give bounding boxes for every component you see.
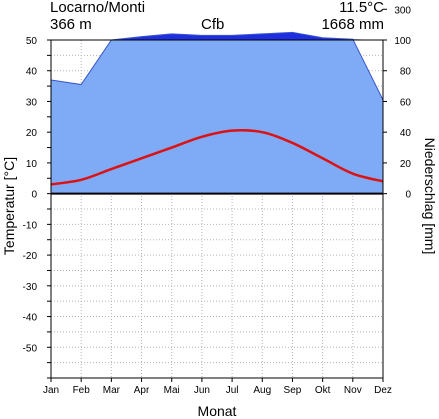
station-elevation: 366 m bbox=[50, 16, 92, 33]
x-tick-label: Okt bbox=[315, 385, 331, 396]
y-tick-label-left: 30 bbox=[26, 97, 38, 108]
y-tick-label-left: 10 bbox=[26, 159, 38, 170]
precipitation-excess-area bbox=[51, 32, 383, 40]
y-axis-title-left: Temperatur [°C] bbox=[1, 156, 17, 256]
x-tick-label: Feb bbox=[73, 385, 91, 396]
y-tick-label-left: 50 bbox=[26, 36, 38, 47]
precipitation-outline bbox=[50, 31, 384, 101]
y-tick-label-right: 300 bbox=[394, 5, 411, 16]
x-tick-label: Dez bbox=[374, 385, 392, 396]
y-tick-label-left: -30 bbox=[23, 282, 38, 293]
x-tick-label: Nov bbox=[344, 385, 362, 396]
y-tick-label-right: 100 bbox=[394, 36, 411, 47]
precipitation-area bbox=[51, 40, 383, 194]
y-tick-label-left: -50 bbox=[23, 343, 38, 354]
x-tick-label: Jun bbox=[194, 385, 210, 396]
y-tick-label-right: 0 bbox=[405, 190, 411, 201]
x-tick-label: Aug bbox=[253, 385, 271, 396]
y-tick-label-left: -10 bbox=[23, 220, 38, 231]
x-tick-label: Mar bbox=[103, 385, 121, 396]
y-axis-title-right: Niederschlag [mm] bbox=[422, 137, 438, 255]
y-tick-label-left: 0 bbox=[31, 190, 37, 201]
y-tick-label-left: 40 bbox=[26, 67, 38, 78]
y-tick-label-right: 20 bbox=[400, 159, 412, 170]
annual-temperature: 11.5°C bbox=[339, 0, 384, 16]
annual-precipitation: 1668 mm bbox=[321, 16, 384, 33]
temperature-line bbox=[50, 129, 384, 186]
x-axis-title: Monat bbox=[197, 403, 237, 419]
y-tick-label-right: 60 bbox=[400, 97, 412, 108]
station-name: Locarno/Monti bbox=[50, 0, 146, 16]
x-tick-label: Sep bbox=[284, 385, 302, 396]
x-tick-label: Jan bbox=[43, 385, 59, 396]
x-tick-label: Mai bbox=[164, 385, 180, 396]
x-tick-label: Apr bbox=[134, 385, 150, 396]
y-tick-label-right: 80 bbox=[400, 67, 412, 78]
climate-class: Cfb bbox=[201, 16, 225, 33]
y-tick-label-right: 40 bbox=[400, 128, 412, 139]
y-tick-label-left: -40 bbox=[23, 313, 38, 324]
y-tick-label-left: -20 bbox=[23, 251, 38, 262]
x-tick-label: Jul bbox=[226, 385, 239, 396]
y-tick-label-left: 20 bbox=[26, 128, 38, 139]
